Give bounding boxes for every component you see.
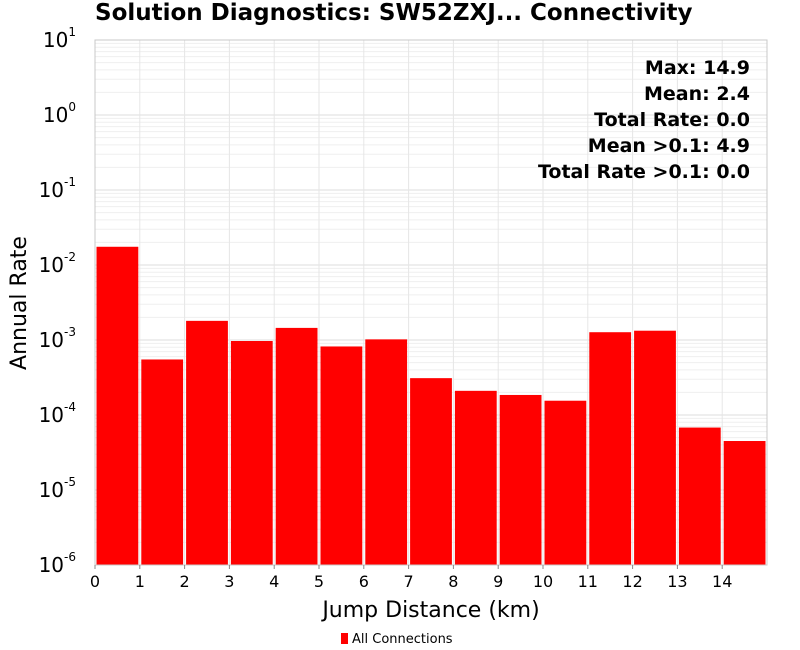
histogram-bar <box>275 327 318 565</box>
y-tick-label: 10-4 <box>39 400 76 427</box>
y-tick-label: 10-6 <box>39 550 76 577</box>
chart-title: Solution Diagnostics: SW52ZXJ... Connect… <box>95 0 693 26</box>
y-axis-label: Annual Rate <box>7 236 32 370</box>
histogram-bar <box>678 427 721 565</box>
histogram-bar <box>499 394 542 565</box>
y-tick-label: 10-5 <box>39 475 76 502</box>
legend-label: All Connections <box>352 632 453 647</box>
x-tick-label: 7 <box>404 572 414 591</box>
x-tick-label: 11 <box>578 572 598 591</box>
x-tick-label: 0 <box>90 572 100 591</box>
x-tick-label: 5 <box>314 572 324 591</box>
y-axis-ticks: 101 100 10-1 10-2 10-3 10-4 10-5 10-6 <box>39 25 76 577</box>
x-tick-label: 2 <box>180 572 190 591</box>
histogram-bar <box>230 340 273 565</box>
y-tick-label: 101 <box>43 25 76 52</box>
histogram-bar <box>141 359 184 565</box>
x-tick-label: 4 <box>269 572 279 591</box>
x-axis-label: Jump Distance (km) <box>320 598 539 623</box>
histogram-bar <box>589 332 632 565</box>
histogram-bar <box>723 441 766 565</box>
x-tick-label: 8 <box>448 572 458 591</box>
y-tick-label: 10-1 <box>39 175 76 202</box>
histogram-bar <box>320 346 363 565</box>
stat-line: Total Rate >0.1: 0.0 <box>538 161 750 183</box>
stat-line: Total Rate: 0.0 <box>594 109 750 131</box>
stats-box: Max: 14.9 Mean: 2.4 Total Rate: 0.0 Mean >0… <box>538 57 750 183</box>
y-tick-label: 10-3 <box>39 325 76 352</box>
y-tick-label: 10-2 <box>39 250 76 277</box>
bar-layer <box>96 246 766 565</box>
legend-swatch <box>341 633 348 644</box>
x-tick-label: 14 <box>712 572 732 591</box>
histogram-bar <box>410 378 452 565</box>
x-tick-label: 12 <box>622 572 642 591</box>
y-tick-label: 100 <box>43 100 76 127</box>
histogram-bar <box>365 339 408 565</box>
histogram-bar <box>634 330 676 565</box>
stat-line: Mean >0.1: 4.9 <box>588 135 750 157</box>
legend: All Connections <box>341 632 453 647</box>
plot-area-border <box>94 39 768 566</box>
histogram-bar <box>96 246 139 565</box>
stat-line: Mean: 2.4 <box>644 83 750 105</box>
histogram-bar <box>544 400 587 565</box>
x-tick-label: 9 <box>493 572 503 591</box>
stat-line: Max: 14.9 <box>645 57 750 79</box>
x-tick-label: 13 <box>667 572 687 591</box>
x-axis-ticks: 0 1 2 3 4 5 6 7 8 9 10 11 12 13 14 <box>90 565 732 591</box>
x-tick-label: 1 <box>135 572 145 591</box>
x-tick-label: 6 <box>359 572 369 591</box>
x-tick-label: 10 <box>533 572 553 591</box>
histogram-bar <box>454 390 497 565</box>
histogram-bar <box>186 320 228 565</box>
x-tick-label: 3 <box>224 572 234 591</box>
